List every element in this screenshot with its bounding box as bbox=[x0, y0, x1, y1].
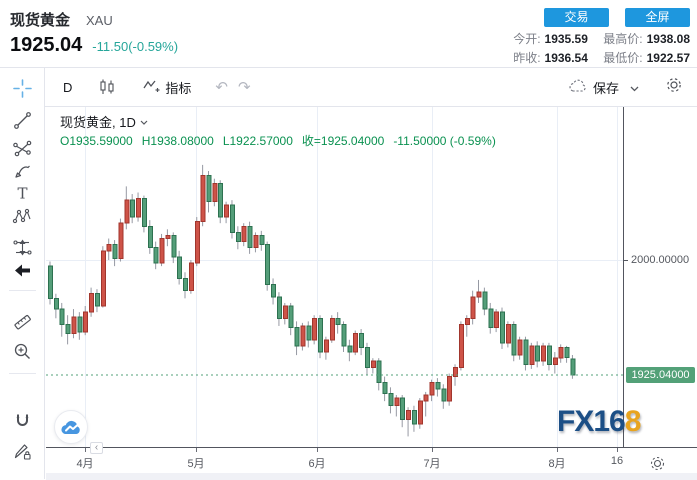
legend-symbol[interactable]: 现货黄金, 1D bbox=[60, 113, 505, 132]
back-arrow-icon[interactable] bbox=[12, 260, 33, 281]
toolbar-right: 保存 bbox=[568, 76, 697, 99]
settings-gear-icon[interactable] bbox=[665, 76, 683, 99]
header-buttons: 交易 全屏 bbox=[544, 8, 690, 27]
time-axis-label: 16 bbox=[610, 455, 624, 467]
legend-open: O1935.59000 bbox=[60, 134, 133, 148]
chevron-down-icon bbox=[630, 80, 639, 95]
chart-plot-area[interactable]: 现货黄金, 1D O1935.59000 H1938.08000 L1922.570… bbox=[46, 107, 623, 447]
save-button[interactable]: 保存 bbox=[568, 78, 639, 97]
time-axis-label: 8月 bbox=[548, 458, 566, 470]
candlestick-style-icon[interactable] bbox=[98, 78, 116, 96]
chevron-down-icon bbox=[140, 120, 148, 125]
low-value: 1922.57 bbox=[646, 51, 690, 65]
time-axis-tick bbox=[196, 448, 197, 452]
chart-legend: 现货黄金, 1D O1935.59000 H1938.08000 L1922.570… bbox=[60, 113, 505, 151]
prev-close-value: 1936.54 bbox=[544, 51, 588, 65]
save-label: 保存 bbox=[592, 80, 619, 96]
text-tool-icon[interactable]: T bbox=[12, 183, 33, 204]
time-axis-label: 6月 bbox=[308, 458, 326, 470]
high-label: 最高价: bbox=[603, 32, 643, 46]
magnet-icon[interactable] bbox=[12, 411, 33, 432]
time-axis-tick bbox=[317, 448, 318, 452]
time-axis-label: 5月 bbox=[187, 458, 205, 470]
forecast-projection-icon[interactable] bbox=[12, 237, 33, 258]
cloud-save-icon bbox=[568, 78, 588, 96]
stats-row: 昨收: 1936.54 最低价: 1922.57 bbox=[513, 49, 690, 68]
time-axis-label: 4月 bbox=[76, 458, 94, 470]
symbol-header: 现货黄金 XAU bbox=[10, 9, 113, 30]
price-axis-gridline-label: 2000.00000 bbox=[623, 254, 690, 266]
indicators-button[interactable]: 指标 bbox=[142, 78, 191, 97]
prev-close-label: 昨收: bbox=[513, 51, 541, 65]
sidebar-divider bbox=[9, 290, 36, 291]
ruler-measure-icon[interactable] bbox=[12, 311, 33, 332]
header: 现货黄金 XAU 1925.04 -11.50(-0.59%) 交易 全屏 今开… bbox=[0, 0, 697, 68]
price-change: -11.50(-0.59%) bbox=[92, 39, 179, 54]
pitchfork-icon[interactable] bbox=[12, 137, 33, 158]
interval-button[interactable]: D bbox=[63, 79, 73, 95]
time-axis-tick bbox=[617, 448, 618, 452]
sidebar-divider bbox=[9, 373, 36, 374]
chart-toolbar: D 指标 ↶ ↷ 保存 bbox=[45, 68, 697, 107]
trade-button[interactable]: 交易 bbox=[544, 8, 609, 27]
open-label: 今开: bbox=[513, 32, 541, 46]
legend-low: L1922.57000 bbox=[222, 134, 293, 148]
brush-icon[interactable] bbox=[12, 160, 33, 181]
price-axis[interactable]: 2000.00000 1925.04000 bbox=[623, 107, 697, 447]
svg-text:T: T bbox=[17, 185, 27, 203]
legend-close: 收=1925.04000 bbox=[301, 134, 385, 148]
bottom-strip bbox=[46, 473, 697, 480]
current-price-badge: 1925.04000 bbox=[626, 366, 695, 383]
zoom-in-icon[interactable] bbox=[12, 341, 33, 362]
undo-icon[interactable]: ↶ bbox=[215, 79, 228, 96]
crosshair-icon[interactable] bbox=[12, 78, 33, 99]
low-label: 最低价: bbox=[603, 51, 643, 65]
daily-stats: 今开: 1935.59 最高价: 1938.08 昨收: 1936.54 最低价: 19… bbox=[513, 30, 690, 68]
cloud-chart-icon bbox=[61, 420, 80, 434]
open-value: 1935.59 bbox=[544, 32, 588, 46]
collapse-toolbar-chevron[interactable]: ‹ bbox=[90, 442, 103, 454]
indicator-icon bbox=[142, 78, 160, 97]
redo-icon[interactable]: ↷ bbox=[237, 79, 251, 96]
xabcd-pattern-icon[interactable] bbox=[12, 207, 33, 228]
last-price: 1925.04 bbox=[10, 34, 83, 56]
trend-line-icon[interactable] bbox=[12, 110, 33, 131]
time-axis-tick bbox=[557, 448, 558, 452]
legend-ohlc: O1935.59000 H1938.08000 L1922.57000 收=1925.… bbox=[60, 132, 505, 151]
symbol-code: XAU bbox=[86, 13, 113, 28]
fullscreen-button[interactable]: 全屏 bbox=[625, 8, 690, 27]
symbol-title: 现货黄金 bbox=[10, 12, 71, 29]
candlestick-plot[interactable] bbox=[46, 107, 623, 447]
legend-high: H1938.08000 bbox=[141, 134, 214, 148]
stats-row: 今开: 1935.59 最高价: 1938.08 bbox=[513, 30, 690, 49]
drawing-lock-icon[interactable] bbox=[12, 441, 33, 462]
indicators-label: 指标 bbox=[165, 80, 192, 96]
drawing-tools-sidebar: T bbox=[0, 68, 45, 479]
time-axis[interactable]: 4月 5月 6月 7月 8月 16 ‹ bbox=[46, 442, 697, 480]
quick-chart-button[interactable] bbox=[54, 410, 88, 444]
legend-change: -11.50000 (-0.59%) bbox=[393, 134, 496, 148]
time-axis-label: 7月 bbox=[423, 458, 441, 470]
time-axis-tick bbox=[432, 448, 433, 452]
time-axis-tick bbox=[85, 448, 86, 452]
axis-settings-gear-icon[interactable] bbox=[649, 455, 666, 477]
price-row: 1925.04 -11.50(-0.59%) bbox=[10, 34, 178, 57]
high-value: 1938.08 bbox=[646, 32, 690, 46]
legend-symbol-label: 现货黄金, 1D bbox=[60, 115, 136, 130]
